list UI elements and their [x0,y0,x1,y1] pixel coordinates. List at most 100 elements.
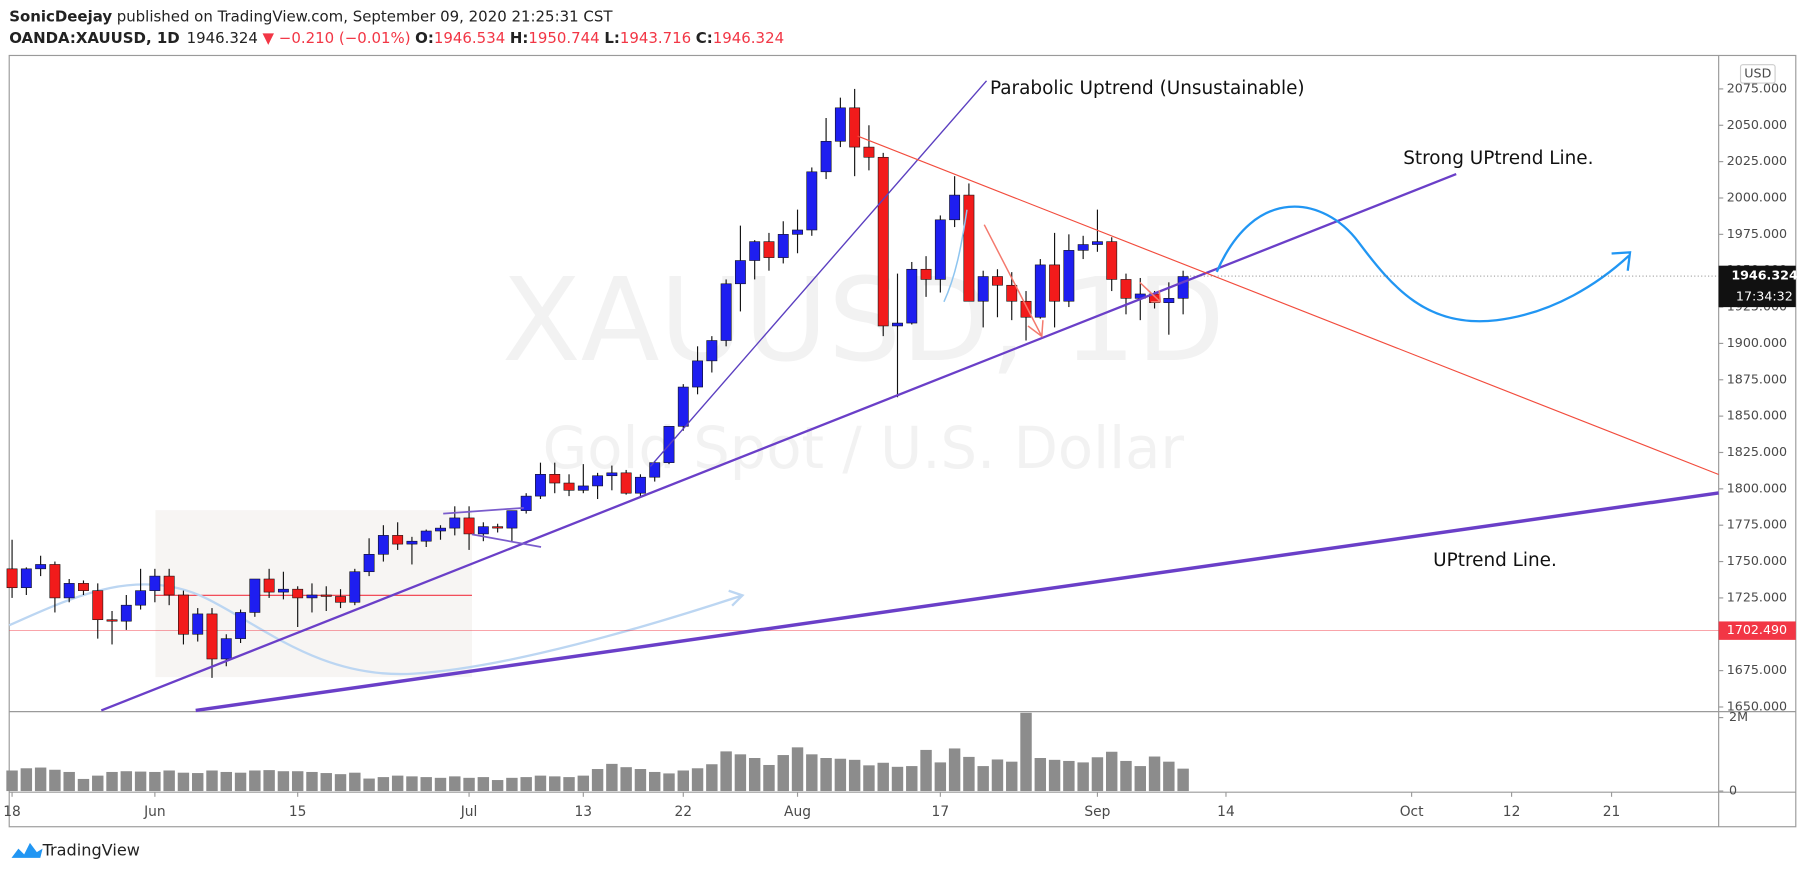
candle-body [620,472,632,494]
candle-body [1163,298,1175,303]
y-tick-label: 1675.000 [1727,662,1787,677]
volume-bar [1048,759,1061,792]
volume-bar [306,771,318,792]
candle-body [649,462,661,478]
candle-body [934,219,946,280]
red-arrow [983,224,1044,338]
candle-body [435,527,446,532]
volume-bar [63,771,75,792]
currency-badge [1739,64,1776,84]
y-tick-label: 1825.000 [1727,444,1787,459]
volume-bar [549,776,561,792]
volume-bar [249,770,261,792]
candle-body [377,535,389,555]
volume-bar [192,773,204,792]
volume-bar [277,771,290,792]
candle-body [106,619,118,622]
candle-body [349,571,361,603]
candle-body [135,590,147,606]
candle-body [1177,276,1189,299]
volume-bar [391,775,404,792]
y-tick-label: 1850.000 [1727,408,1787,423]
faded-arrowhead [728,589,745,607]
candle-body [606,472,618,477]
ohlc-value: 1943.716 [620,29,691,47]
ohlc-value: 1950.744 [528,29,599,47]
candle-body [692,360,703,388]
candle-body [949,194,961,221]
x-tick-label: 17 [932,804,950,820]
candle-body [549,474,561,484]
candle-body [292,588,304,599]
candle-body [792,229,803,235]
volume-bar [420,777,432,792]
y-tick-label: 1900.000 [1727,335,1787,350]
volume-bar [334,774,347,792]
ohlc-label: C: [696,29,713,47]
candle-body [734,260,746,285]
volume-bar [606,763,618,792]
candle-body [820,140,832,173]
candle-body [306,594,318,599]
annotation: Parabolic Uptrend (Unsustainable) [990,78,1305,99]
candle-body [749,241,761,261]
price: 1946.324 [187,29,258,47]
candle-body [1020,300,1032,318]
volume-bar [506,777,518,792]
logo-icon [11,842,43,858]
volume-bar [591,769,604,792]
volume-bar [406,776,418,792]
parabolic-line [649,80,988,467]
ohlc-value: 1946.324 [713,29,784,47]
blue-stroke [943,209,968,303]
volume-bar [1077,762,1089,792]
volume-bar [220,771,232,792]
volume-bar [377,777,390,792]
x-tick-label: 14 [1217,804,1235,820]
small-line [471,533,542,548]
volume-bar [991,759,1004,792]
volume-bar [577,775,590,792]
resistance-line [857,135,1719,476]
volume-bar [34,767,47,792]
candle-body [477,526,489,535]
candle-body [206,613,218,660]
x-tick-label: Jul [460,804,478,820]
volume-bar [1134,766,1146,792]
volume-bar [1091,757,1104,792]
volume-bar [234,772,247,792]
candle-body [592,475,604,487]
candle-body [1049,264,1061,302]
volume-bar [677,770,689,792]
y-tick-label: 1875.000 [1727,371,1787,386]
candle-body [6,568,18,589]
projection-arrowhead [1611,251,1632,271]
volume-bar [820,757,832,792]
volume-bar [49,769,61,792]
y-tick-label: 1775.000 [1727,517,1787,532]
volume-bar [634,769,647,792]
candle-body [706,340,718,362]
candle-body [1120,279,1132,299]
volume-bar [1120,760,1132,792]
candle-body [492,526,504,529]
volume-tick-label: 0 [1729,783,1737,798]
candle-body [1006,284,1018,302]
volume-bar [934,762,947,792]
y-tick-label: 2075.000 [1727,80,1787,95]
volume-bar [777,755,789,792]
y-tick-label: 1725.000 [1727,589,1787,604]
faded-projection [8,583,743,676]
candle-body [63,583,75,599]
candle-body [677,386,689,427]
volume-bar [149,771,161,792]
last-price-badge [1718,265,1796,308]
candle-body [449,517,461,529]
projection-wave [1215,205,1630,323]
volume-bar [1163,761,1175,792]
volume-tick-label: 2M [1729,709,1748,724]
candle-body [392,535,404,545]
candle-body [1034,264,1046,318]
volume-bar [1148,756,1161,792]
uptrend-line [195,491,1719,713]
